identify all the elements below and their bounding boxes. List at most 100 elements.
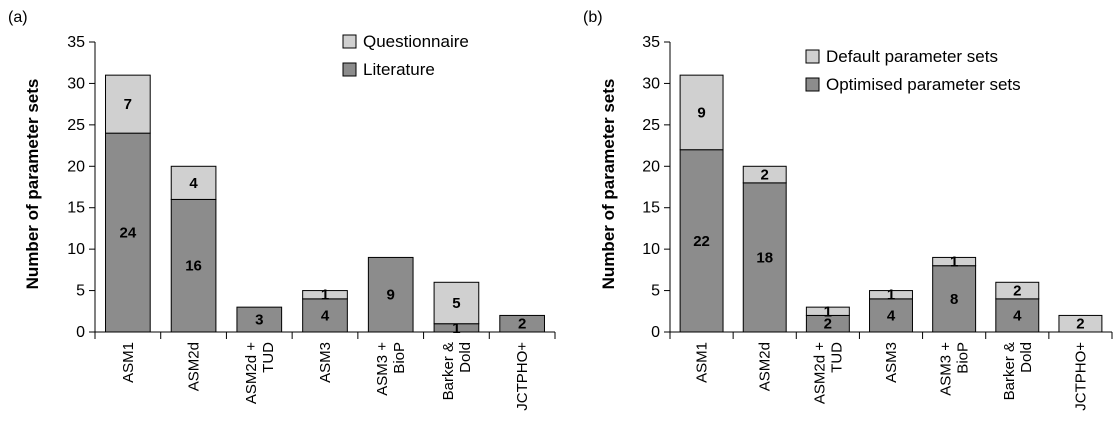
panel-a-category-label-line: ASM1 <box>120 342 137 383</box>
panel-b-bar-upper <box>869 290 913 300</box>
panel-b-y-tick-label: 20 <box>642 158 660 175</box>
panel-b-legend-swatch <box>805 49 820 64</box>
panel-b-data-label: 4 <box>887 307 896 324</box>
panel-b-y-tick-label: 0 <box>651 324 660 341</box>
panel-b-category-label: ASM2d <box>757 342 774 391</box>
panel-b-bar-lower <box>742 182 787 333</box>
panel-b-data-label: 2 <box>761 167 769 184</box>
panel-b-category-label: ASM1 <box>694 342 711 383</box>
panel-a-data-label: 1 <box>321 287 329 304</box>
panel-a-y-tick-label: 20 <box>67 158 85 175</box>
panel-b-y-tick-label: 15 <box>642 200 660 217</box>
panel-b-category-label-line: JCTPHO+ <box>1072 342 1089 411</box>
panel-b-data-label: 9 <box>697 104 705 121</box>
panel-b-category-label-line: Barker & <box>1001 342 1018 400</box>
panel-a-category-label-line: ASM2d + <box>243 342 260 404</box>
panel-a-category-label: ASM2d + TUD <box>243 342 277 404</box>
panel-b-category-label-line: ASM1 <box>694 342 711 383</box>
panel-a-tag: (a) <box>8 9 28 26</box>
panel-a: (a) Number of parameter sets 0 5 10 15 20 25 3… <box>8 9 556 411</box>
panel-a-category-label-line: ASM3 <box>317 342 334 383</box>
panel-a-data-label: 3 <box>255 312 263 329</box>
panel-b-y-tick-label: 30 <box>642 75 660 92</box>
panel-b-bar-upper <box>679 74 724 151</box>
panel-b-data-label: 2 <box>1076 316 1084 333</box>
panel-a-legend-swatch <box>342 34 357 49</box>
panel-a-data-label: 7 <box>124 96 132 113</box>
panel-a-bar-lower <box>236 306 283 333</box>
panel-a-legend-label: Questionnaire <box>363 32 469 51</box>
panel-b-category-label: ASM3 + BioP <box>938 342 972 396</box>
panel-a-legend-label: Literature <box>363 60 435 79</box>
panel-a-category-label-line: BioP <box>391 342 408 374</box>
panel-b-bar-upper <box>995 281 1040 300</box>
panel-a-bar-upper <box>433 281 480 325</box>
panel-b-data-label: 1 <box>887 287 895 304</box>
panel-a-category-label-line: JCTPHO+ <box>514 342 531 411</box>
panel-a-bar-lower <box>302 298 348 333</box>
panel-a-y-tick-label: 15 <box>67 200 85 217</box>
panel-b-legend-label: Default parameter sets <box>826 47 998 66</box>
panel-b-legend-label: Optimised parameter sets <box>826 75 1021 94</box>
panel-b-bar-lower <box>995 298 1040 333</box>
panel-a-y-tick-label: 35 <box>67 34 85 51</box>
panel-b-category-label: JCTPHO+ <box>1072 342 1089 411</box>
panel-b-data-label: 22 <box>693 233 710 250</box>
panel-b-data-label: 4 <box>1013 307 1022 324</box>
panel-b-data-label: 1 <box>950 254 958 271</box>
panel-a-category-label-line: ASM3 + <box>374 342 391 396</box>
panel-a-bar-upper <box>170 165 217 200</box>
panel-b-category-label-line: ASM3 + <box>938 342 955 396</box>
panel-b-bar-upper <box>805 306 850 316</box>
panel-b-bar-upper <box>1058 314 1103 333</box>
panel-b-category-label: ASM3 <box>883 342 900 383</box>
panel-a-y-tick-label: 10 <box>67 241 85 258</box>
panel-a-data-label: 16 <box>185 258 202 275</box>
panel-a-y-axis-title: Number of parameter sets <box>23 79 42 290</box>
panel-a-category-label-line: Barker & <box>440 342 457 400</box>
panel-b-data-label: 1 <box>824 303 832 320</box>
panel-a-y-tick-label: 0 <box>76 324 85 341</box>
panel-b-y-tick-label: 5 <box>651 283 660 300</box>
panel-b-bar-upper <box>742 165 787 184</box>
panel-a-data-label: 24 <box>120 225 137 242</box>
panel-b-bar-lower <box>932 265 977 333</box>
panel-b-tag: (b) <box>583 9 603 26</box>
panel-a-category-label: Barker & Dold <box>440 342 474 400</box>
panel-a-bar-upper <box>105 74 151 134</box>
panel-a-legend-swatch <box>342 62 357 77</box>
panel-b-category-label-line: Dold <box>1018 342 1035 373</box>
panel-a-bar-lower <box>499 314 545 333</box>
panel-b-category-label: Barker & Dold <box>1001 342 1035 400</box>
panel-b-category-label-line: BioP <box>955 342 972 374</box>
panel-b-data-label: 2 <box>824 316 832 333</box>
panel-a-category-label-line: Dold <box>457 342 474 373</box>
panel-a-category-label-line: ASM2d <box>186 342 203 391</box>
panel-a-data-label: 2 <box>518 316 526 333</box>
panel-a-y-tick-label: 25 <box>67 117 85 134</box>
panel-b-category-label-line: ASM3 <box>883 342 900 383</box>
panel-a-category-label: JCTPHO+ <box>514 342 531 411</box>
panel-b-y-axis-title: Number of parameter sets <box>599 79 618 290</box>
panel-a-data-label: 5 <box>452 295 460 312</box>
panel-a-y-tick-label: 30 <box>67 75 85 92</box>
panel-a-category-label: ASM3 <box>317 342 334 383</box>
panel-b-bar-upper <box>932 256 977 267</box>
panel-a-category-label: ASM2d <box>186 342 203 391</box>
panel-a-bar-upper <box>302 290 348 300</box>
panel-a-data-label: 9 <box>387 287 395 304</box>
panel-b-category-label: ASM2d + TUD <box>811 342 845 404</box>
panel-a-bar-lower <box>367 256 414 333</box>
panel-b-y-tick-label: 10 <box>642 241 660 258</box>
panel-b-y-tick-label: 25 <box>642 117 660 134</box>
panel-b-category-label-line: ASM2d + <box>811 342 828 404</box>
panel-b-data-label: 8 <box>950 291 958 308</box>
panel-a-category-label: ASM3 + BioP <box>374 342 408 396</box>
panel-b-legend-swatch <box>805 77 820 92</box>
panel-b-category-label-line: TUD <box>828 342 845 373</box>
panel-a-category-label: ASM1 <box>120 342 137 383</box>
panel-a-data-label: 4 <box>321 307 330 324</box>
panel-b-category-label-line: ASM2d <box>757 342 774 391</box>
panel-b: (b) Number of parameter sets 0 5 10 15 20 25 3… <box>583 9 1113 411</box>
